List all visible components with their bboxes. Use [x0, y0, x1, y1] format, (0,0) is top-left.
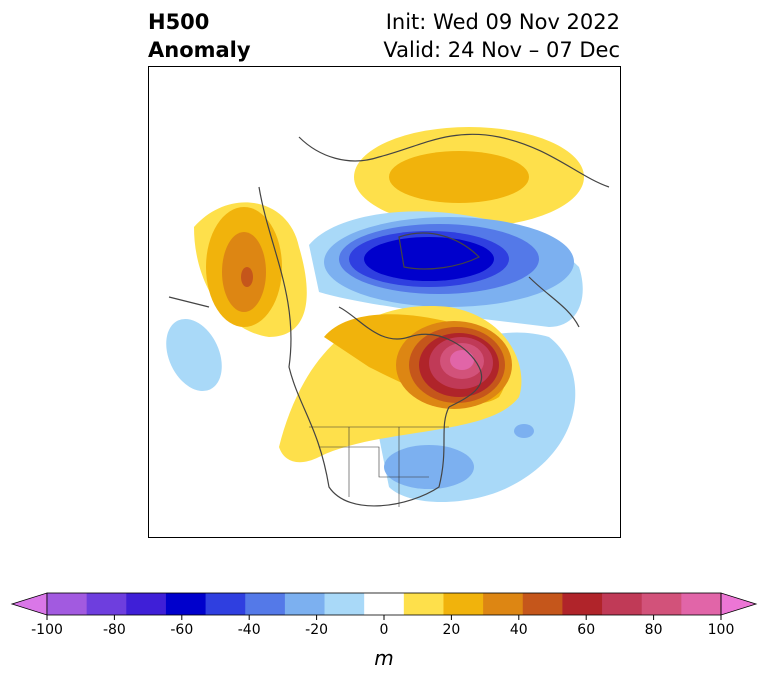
title-line1: H500: [148, 10, 210, 34]
colorbar-swatch: [403, 593, 444, 615]
colorbar-swatch: [245, 593, 286, 615]
colorbar-tick-label: -40: [238, 622, 261, 638]
colorbar-swatch: [443, 593, 484, 615]
init-date: Init: Wed 09 Nov 2022: [385, 10, 620, 34]
colorbar-tick-label: -20: [305, 622, 328, 638]
anomaly-map: [148, 66, 621, 538]
colorbar-swatch: [86, 593, 127, 615]
colorbar-swatch: [364, 593, 405, 615]
colorbar-swatch: [522, 593, 563, 615]
borders: [309, 426, 449, 507]
colorbar-tick-label: 0: [380, 622, 389, 638]
colorbar-swatch: [284, 593, 326, 615]
colorbar-tick-label: -60: [170, 622, 193, 638]
colorbar-swatch: [641, 593, 682, 615]
anomaly-alaska-warm: [194, 202, 307, 337]
anomaly-arctic-cold: [309, 211, 583, 327]
title-line2: Anomaly: [148, 38, 251, 62]
colorbar-swatch: [126, 593, 167, 615]
chart-title: H500 Anomaly: [148, 8, 251, 64]
colorbar-tick-label: 100: [708, 622, 735, 638]
valid-range: Valid: 24 Nov – 07 Dec: [383, 38, 620, 62]
anomaly-northeast-warm: [279, 306, 522, 463]
colorbar-swatch: [165, 593, 207, 615]
colorbar-units: m: [374, 646, 394, 670]
colorbar-tick-label: 20: [442, 622, 460, 638]
colorbar-swatch: [562, 593, 603, 615]
anomaly-pacific-cold: [166, 318, 222, 392]
colorbar-swatch: [47, 593, 88, 615]
colorbar-tick-label: 80: [645, 622, 663, 638]
map-canvas: [166, 127, 610, 507]
colorbar: -100 -80 -60 -40 -20 0 20 40 60 80 100: [10, 592, 758, 638]
colorbar-extend-max: [720, 592, 758, 616]
colorbar-tick-label: -100: [31, 622, 63, 638]
coastlines: [168, 133, 610, 507]
colorbar-swatch: [205, 593, 246, 615]
colorbar-tick-label: 60: [577, 622, 595, 638]
colorbar-swatch: [681, 593, 722, 615]
colorbar-swatch: [324, 593, 365, 615]
colorbar-extend-min: [10, 592, 48, 616]
colorbar-tick-label: -80: [103, 622, 126, 638]
colorbar-swatch: [483, 593, 524, 615]
colorbar-tick-label: 40: [510, 622, 528, 638]
colorbar-swatch: [602, 593, 643, 615]
anomaly-siberia-warm: [354, 127, 584, 227]
run-info: Init: Wed 09 Nov 2022 Valid: 24 Nov – 07…: [383, 8, 620, 64]
